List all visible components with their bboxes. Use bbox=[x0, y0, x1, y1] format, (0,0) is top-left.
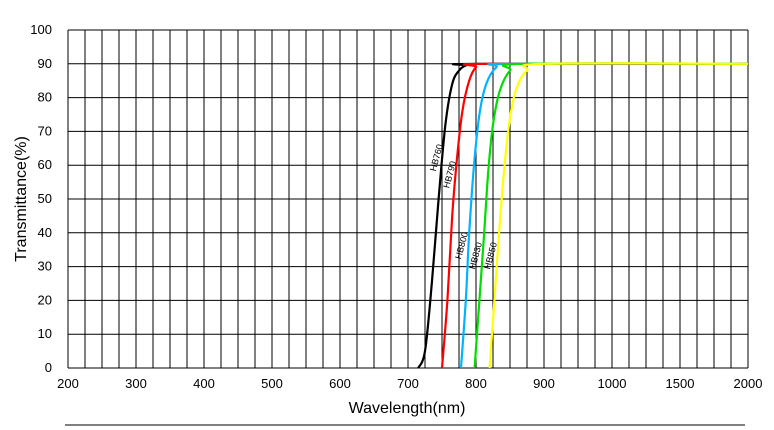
series-line-hb800 bbox=[459, 62, 749, 369]
y-tick-label: 30 bbox=[38, 259, 52, 274]
x-tick-label: 600 bbox=[329, 376, 351, 391]
y-tick-label: 100 bbox=[30, 22, 52, 37]
y-tick-label: 70 bbox=[38, 123, 52, 138]
y-tick-label: 20 bbox=[38, 292, 52, 307]
x-tick-label: 300 bbox=[125, 376, 147, 391]
y-tick-label: 40 bbox=[38, 225, 52, 240]
x-tick-label: 400 bbox=[193, 376, 215, 391]
y-axis-title: Transmittance(%) bbox=[13, 136, 30, 262]
x-tick-label: 1500 bbox=[666, 376, 695, 391]
x-tick-label: 800 bbox=[465, 376, 487, 391]
y-axis-ticks: 0 10 20 30 40 50 60 70 80 90 100 bbox=[30, 22, 52, 375]
x-tick-label: 700 bbox=[397, 376, 419, 391]
y-tick-label: 80 bbox=[38, 90, 52, 105]
y-tick-label: 10 bbox=[38, 326, 52, 341]
x-tick-label: 500 bbox=[261, 376, 283, 391]
y-tick-label: 50 bbox=[38, 191, 52, 206]
series-line-hb760 bbox=[417, 62, 749, 369]
y-tick-label: 90 bbox=[38, 56, 52, 71]
x-axis-title: Wavelength(nm) bbox=[349, 400, 466, 417]
x-tick-label: 1000 bbox=[598, 376, 627, 391]
chart-grid bbox=[67, 29, 749, 369]
x-axis-ticks: 2003004005006007008009001000150020002500 bbox=[57, 376, 763, 391]
series-line-hb850 bbox=[488, 62, 749, 369]
y-tick-label: 60 bbox=[38, 157, 52, 172]
y-tick-label: 0 bbox=[45, 360, 52, 375]
x-tick-label: 900 bbox=[533, 376, 555, 391]
x-tick-label: 2000 bbox=[734, 376, 763, 391]
x-tick-label: 200 bbox=[57, 376, 79, 391]
chart-series bbox=[417, 62, 749, 369]
series-line-hb830 bbox=[473, 62, 749, 369]
